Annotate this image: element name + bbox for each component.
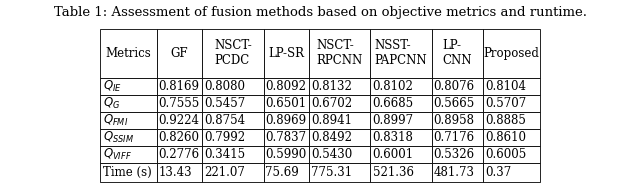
Text: Table 1: Assessment of fusion methods based on objective metrics and runtime.: Table 1: Assessment of fusion methods ba… — [54, 6, 586, 19]
